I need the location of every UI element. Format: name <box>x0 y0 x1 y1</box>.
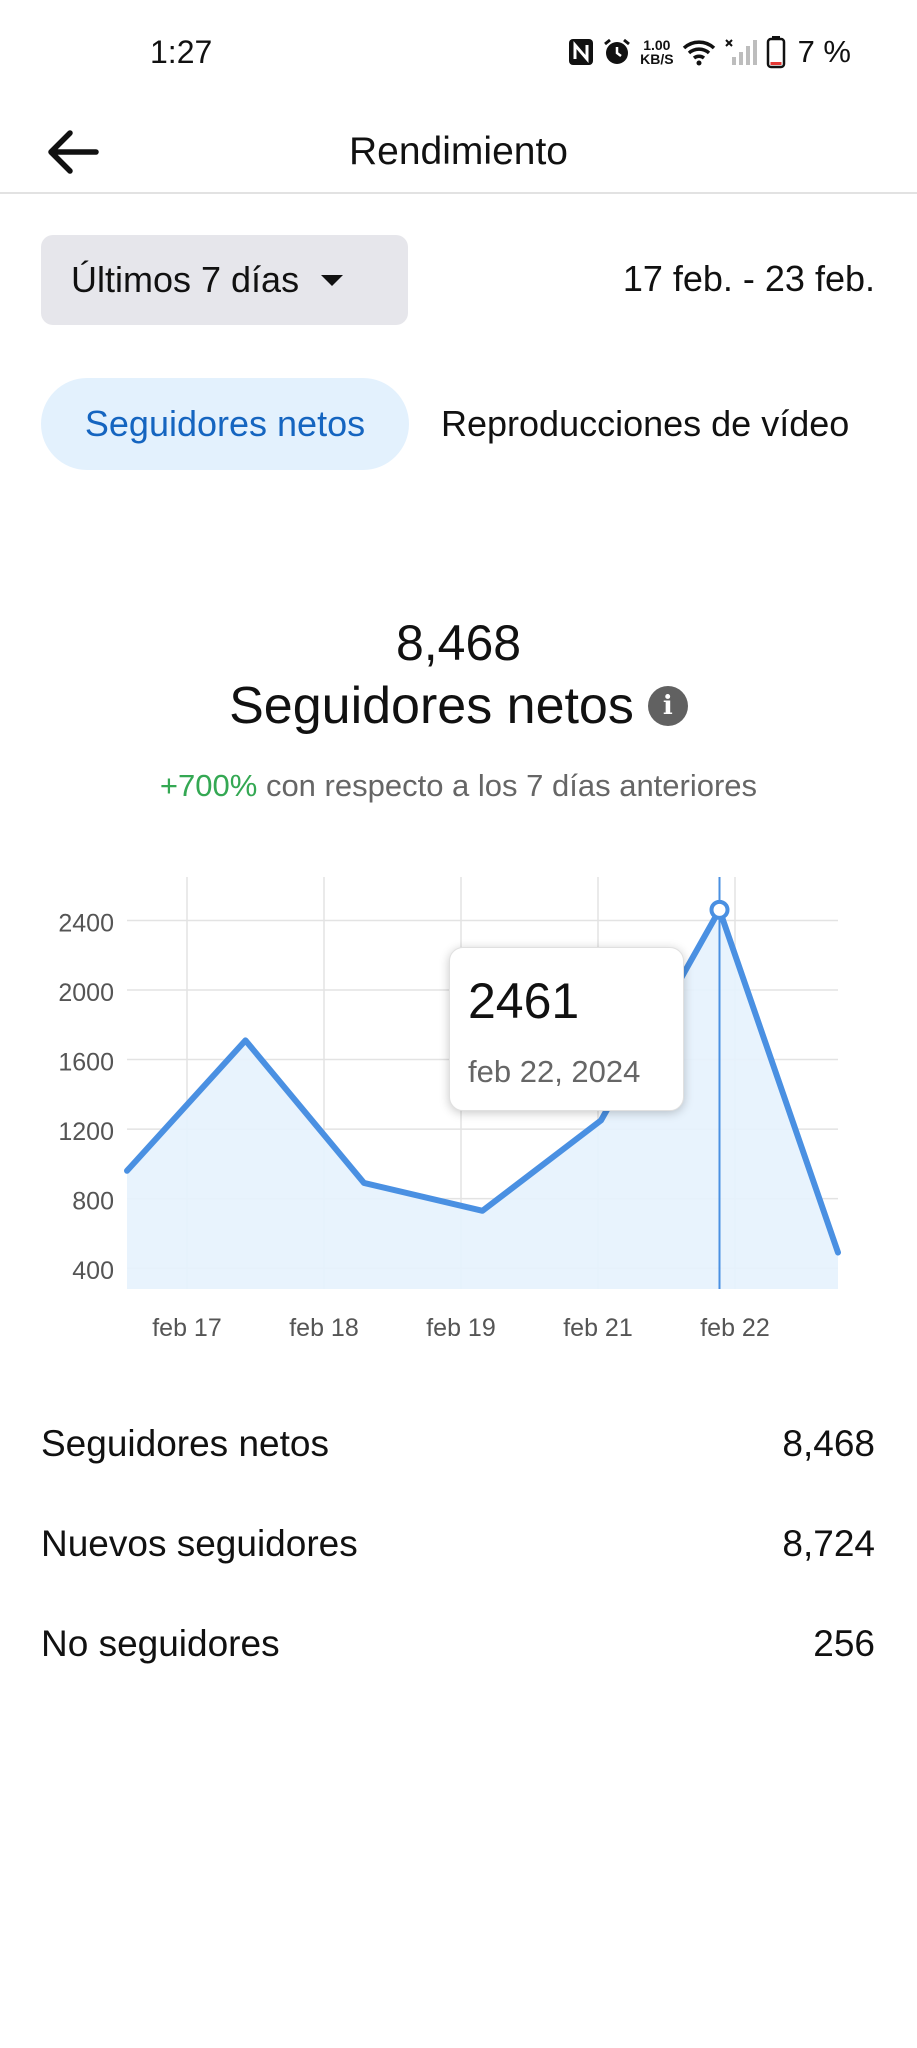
signal-icon <box>724 39 757 65</box>
nfc-icon <box>569 39 594 65</box>
metric-title-row: Seguidores netos i <box>0 676 917 736</box>
area-fill <box>127 909 838 1289</box>
x-tick-label: feb 22 <box>700 1314 770 1340</box>
comparison-label: con respecto a los 7 días anteriores <box>265 768 758 803</box>
highlight-point <box>709 899 730 920</box>
x-tick-label: feb 21 <box>563 1314 633 1340</box>
stat-row-seguidores-netos: Seguidores netos 8,468 <box>41 1414 875 1474</box>
wifi-icon <box>682 40 715 66</box>
data-point <box>361 1180 367 1186</box>
tab-seguidores-netos[interactable]: Seguidores netos <box>41 378 409 470</box>
page-title: Rendimiento <box>349 130 568 173</box>
x-tick-label: feb 19 <box>426 1314 496 1340</box>
back-button[interactable] <box>36 110 108 194</box>
stat-row-nuevos-seguidores: Nuevos seguidores 8,724 <box>41 1514 875 1574</box>
y-tick-label: 1600 <box>58 1049 114 1077</box>
comparison-change: +700% <box>159 768 258 803</box>
arrow-left-icon <box>48 130 99 174</box>
tooltip-value: 2461 <box>468 973 580 1029</box>
metric-value: 8,468 <box>395 615 522 671</box>
y-tick-label: 2400 <box>58 909 114 937</box>
data-point <box>598 1117 604 1123</box>
stat-label: No seguidores <box>41 1623 280 1664</box>
metric-title: Seguidores netos <box>229 677 634 735</box>
tooltip-date: feb 22, 2024 <box>468 1054 641 1089</box>
data-point <box>480 1208 486 1214</box>
range-dropdown[interactable]: Últimos 7 días <box>41 235 408 325</box>
data-point <box>243 1037 249 1043</box>
status-time: 1:27 <box>150 34 213 70</box>
tab-reproducciones-video[interactable]: Reproducciones de vídeo <box>441 403 850 444</box>
status-icons: 1.00 KB/S 7 % <box>568 32 851 72</box>
data-point <box>835 1249 841 1255</box>
y-tick-label: 800 <box>72 1188 114 1216</box>
date-range: 17 feb. - 23 feb. <box>622 258 875 299</box>
y-tick-label: 2000 <box>58 979 114 1007</box>
followers-chart[interactable]: 400 800 1200 1600 2000 2400 feb 17 feb 18 feb 19… <box>0 860 917 1340</box>
stat-value: 8,468 <box>782 1423 875 1464</box>
stat-label: Seguidores netos <box>41 1423 329 1464</box>
battery-text: 7 % <box>797 34 851 69</box>
battery-icon <box>766 36 785 69</box>
net-speed-unit: KB/S <box>640 51 674 67</box>
stat-label: Nuevos seguidores <box>41 1523 358 1564</box>
stat-value: 256 <box>813 1623 875 1664</box>
stat-value: 8,724 <box>782 1523 875 1564</box>
metric-tabs: Seguidores netos Reproducciones de vídeo <box>41 378 877 470</box>
y-tick-label: 1200 <box>58 1118 114 1146</box>
info-icon[interactable]: i <box>647 686 688 726</box>
x-tick-label: feb 18 <box>289 1314 359 1340</box>
stat-row-no-seguidores: No seguidores 256 <box>41 1614 875 1674</box>
x-tick-label: feb 17 <box>152 1314 222 1340</box>
net-speed: 1.00 KB/S <box>640 38 673 66</box>
chart-tooltip: 2461 feb 22, 2024 <box>449 947 684 1111</box>
app-header: Rendimiento <box>0 110 917 194</box>
y-tick-label: 400 <box>72 1257 114 1285</box>
range-dropdown-label: Últimos 7 días <box>71 259 300 300</box>
caret-down-icon <box>321 274 344 286</box>
data-point <box>124 1168 130 1174</box>
comparison-text: +700% con respecto a los 7 días anterior… <box>0 768 917 804</box>
net-speed-value: 1.00 <box>643 37 671 53</box>
status-bar: 1:27 1.00 KB/S <box>0 0 917 110</box>
alarm-icon <box>604 38 631 64</box>
